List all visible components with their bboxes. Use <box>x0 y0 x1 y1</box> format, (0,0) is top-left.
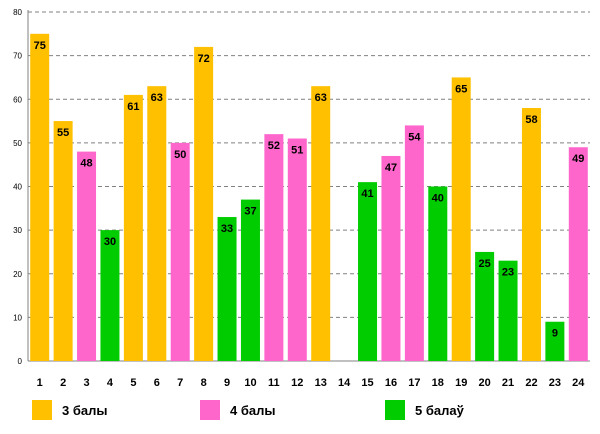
bar-chart: 0102030405060708075155248330461563650772… <box>13 8 590 389</box>
x-tick-label: 4 <box>107 377 114 389</box>
data-label: 40 <box>432 193 444 205</box>
x-tick-label: 1 <box>37 377 43 389</box>
x-tick-label: 21 <box>502 377 514 389</box>
y-tick-label: 30 <box>13 226 22 235</box>
data-label: 49 <box>572 153 584 165</box>
y-tick-label: 40 <box>13 183 22 192</box>
x-tick-label: 17 <box>408 377 420 389</box>
y-tick-label: 10 <box>13 313 22 322</box>
bar <box>545 321 565 361</box>
data-label: 33 <box>221 223 233 235</box>
data-label: 48 <box>80 158 92 170</box>
data-label: 50 <box>174 149 186 161</box>
bar <box>240 199 260 361</box>
legend-label-4-baly: 4 балы <box>230 402 276 418</box>
data-label: 63 <box>151 92 163 104</box>
x-tick-label: 18 <box>432 377 444 389</box>
data-label: 52 <box>268 140 280 152</box>
x-tick-label: 6 <box>154 377 160 389</box>
bar <box>77 151 97 361</box>
data-label: 58 <box>525 114 537 126</box>
data-label: 41 <box>361 188 373 200</box>
data-label: 72 <box>198 53 210 65</box>
legend-label-3-baly: 3 балы <box>62 402 108 418</box>
legend-label-5-balau: 5 балаў <box>415 402 464 418</box>
x-tick-label: 12 <box>291 377 303 389</box>
bar <box>521 107 541 361</box>
data-label: 65 <box>455 83 467 95</box>
x-tick-label: 10 <box>244 377 256 389</box>
x-tick-label: 23 <box>549 377 561 389</box>
x-tick-label: 16 <box>385 377 397 389</box>
data-label: 55 <box>57 127 69 139</box>
x-tick-label: 13 <box>315 377 327 389</box>
x-tick-label: 9 <box>224 377 230 389</box>
bar <box>287 138 307 361</box>
bar <box>147 86 167 361</box>
legend-item-4-baly: 4 балы <box>200 398 275 422</box>
data-label: 30 <box>104 236 116 248</box>
legend-item-3-baly: 3 балы <box>32 398 107 422</box>
bar <box>264 134 284 361</box>
data-label: 75 <box>34 40 46 52</box>
x-tick-label: 8 <box>201 377 207 389</box>
bar <box>217 217 237 361</box>
bar <box>381 155 401 361</box>
x-tick-label: 2 <box>60 377 66 389</box>
bar <box>53 121 73 361</box>
bar <box>170 142 190 361</box>
x-tick-label: 22 <box>525 377 537 389</box>
data-label: 51 <box>291 145 303 157</box>
x-tick-label: 11 <box>268 377 280 389</box>
x-tick-label: 7 <box>177 377 183 389</box>
x-tick-label: 24 <box>572 377 585 389</box>
legend-swatch-3-baly <box>32 400 52 420</box>
bar <box>30 33 50 361</box>
y-tick-label: 0 <box>18 357 23 366</box>
bar <box>100 230 120 361</box>
x-tick-label: 15 <box>361 377 373 389</box>
data-label: 9 <box>552 328 558 340</box>
bar <box>404 125 424 361</box>
bar <box>475 251 495 361</box>
data-label: 54 <box>408 131 421 143</box>
data-label: 63 <box>315 92 327 104</box>
bar <box>358 182 378 361</box>
y-tick-label: 50 <box>13 139 22 148</box>
data-label: 23 <box>502 267 514 279</box>
data-label: 61 <box>127 101 139 113</box>
bar <box>428 186 448 361</box>
bar <box>451 77 471 361</box>
data-label: 47 <box>385 162 397 174</box>
data-label: 25 <box>479 258 491 270</box>
bar <box>311 86 331 361</box>
y-tick-label: 20 <box>13 270 22 279</box>
y-tick-label: 80 <box>13 8 22 17</box>
x-tick-label: 14 <box>338 377 351 389</box>
legend-swatch-5-balau <box>385 400 405 420</box>
x-tick-label: 5 <box>130 377 136 389</box>
data-label: 37 <box>244 206 256 218</box>
bar <box>194 46 214 362</box>
legend-swatch-4-baly <box>200 400 220 420</box>
x-tick-label: 20 <box>479 377 491 389</box>
x-tick-label: 19 <box>455 377 467 389</box>
bar <box>568 147 588 361</box>
bar <box>498 260 518 361</box>
y-tick-label: 70 <box>13 52 22 61</box>
legend-item-5-balau: 5 балаў <box>385 398 464 422</box>
bar <box>123 94 143 361</box>
x-tick-label: 3 <box>83 377 89 389</box>
y-tick-label: 60 <box>13 95 22 104</box>
